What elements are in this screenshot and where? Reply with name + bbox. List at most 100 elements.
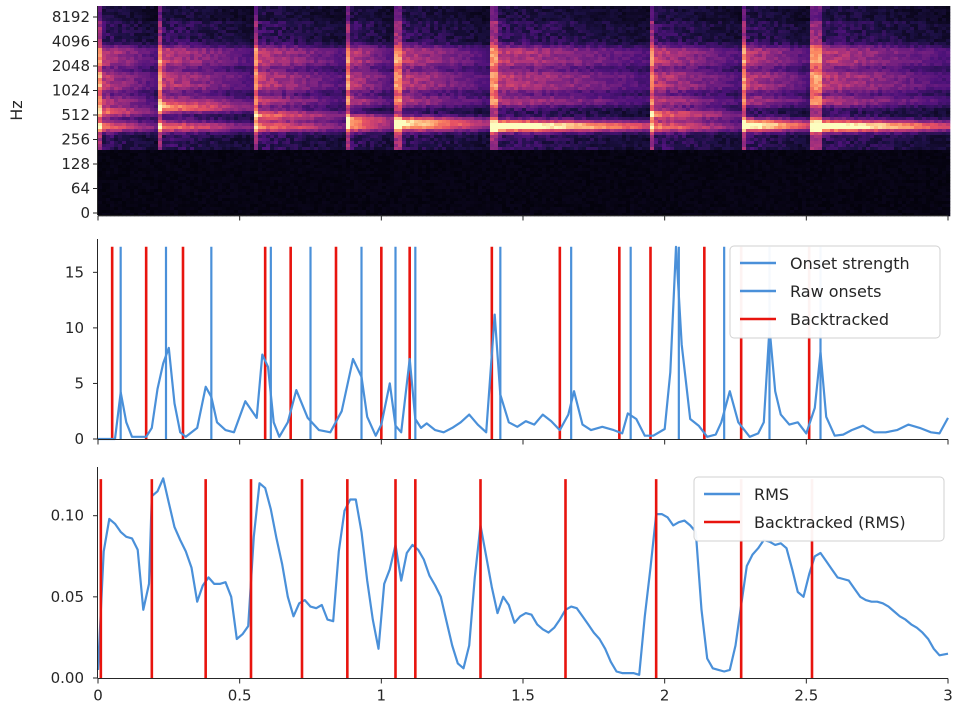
spectrogram-cell bbox=[178, 78, 183, 82]
spectrogram-cell bbox=[298, 174, 303, 178]
spectrogram-cell bbox=[270, 105, 275, 109]
spectrogram-cell bbox=[190, 66, 195, 70]
spectrogram-cell bbox=[274, 69, 279, 73]
spectrogram-cell bbox=[250, 186, 255, 190]
spectrogram-cell bbox=[242, 99, 247, 103]
spectrogram-cell bbox=[282, 150, 287, 154]
spectrogram-cell bbox=[106, 9, 111, 13]
spectrogram-cell bbox=[326, 135, 331, 139]
spectrogram-cell bbox=[254, 93, 259, 97]
spectrogram-cell bbox=[306, 165, 311, 169]
spectrogram-cell bbox=[238, 123, 243, 127]
spectrogram-cell bbox=[250, 195, 255, 199]
spectrogram-cell bbox=[262, 39, 267, 43]
spectrogram-cell bbox=[278, 168, 283, 172]
spectrogram-cell bbox=[210, 192, 215, 196]
spectrogram-cell bbox=[146, 27, 151, 31]
spectrogram-cell bbox=[310, 132, 315, 136]
spectrogram-cell bbox=[330, 33, 335, 37]
spectrogram-cell bbox=[290, 144, 295, 148]
spectrogram-cell bbox=[334, 51, 339, 55]
spectrogram-cell bbox=[326, 63, 331, 67]
spectrogram-cell bbox=[226, 90, 231, 94]
spectrogram-cell bbox=[242, 18, 247, 22]
spectrogram-cell bbox=[170, 21, 175, 25]
spectrogram-cell bbox=[226, 84, 231, 88]
spectrogram-cell bbox=[294, 153, 299, 157]
spectrogram-cell bbox=[122, 60, 127, 64]
spectrogram-cell bbox=[354, 195, 359, 199]
spectrogram-cell bbox=[194, 153, 199, 157]
spectrogram-cell bbox=[106, 180, 111, 184]
spectrogram-cell bbox=[310, 135, 315, 139]
spectrogram-cell bbox=[374, 30, 379, 34]
spectrogram-cell bbox=[166, 75, 171, 79]
spectrogram-cell bbox=[314, 123, 319, 127]
spectrogram-cell bbox=[174, 42, 179, 46]
spectrogram-cell bbox=[330, 135, 335, 139]
spectrogram-cell bbox=[370, 192, 375, 196]
spectrogram-cell bbox=[174, 30, 179, 34]
spectrogram-cell bbox=[98, 108, 103, 112]
spectrogram-cell bbox=[266, 84, 271, 88]
spectrogram-cell bbox=[158, 123, 163, 127]
spectrogram-cell bbox=[342, 84, 347, 88]
spectrogram-cell bbox=[314, 153, 319, 157]
spectrogram-cell bbox=[354, 114, 359, 118]
spectrogram-cell bbox=[378, 138, 383, 142]
spectrogram-cell bbox=[126, 12, 131, 16]
spectrogram-cell bbox=[198, 147, 203, 151]
spectrogram-cell bbox=[194, 168, 199, 172]
spectrogram-cell bbox=[142, 54, 147, 58]
spectrogram-cell bbox=[202, 84, 207, 88]
spectrogram-cell bbox=[126, 72, 131, 76]
spectrogram-cell bbox=[294, 204, 299, 208]
spectrogram-cell bbox=[238, 162, 243, 166]
spectrogram-cell bbox=[126, 159, 131, 163]
spectrogram-cell bbox=[294, 120, 299, 124]
spectrogram-cell bbox=[238, 144, 243, 148]
spectrogram-cell bbox=[338, 57, 343, 61]
spectrogram-cell bbox=[302, 153, 307, 157]
spectrogram-cell bbox=[246, 144, 251, 148]
spectrogram-cell bbox=[122, 21, 127, 25]
spectrogram-cell bbox=[290, 195, 295, 199]
spectrogram-cell bbox=[282, 39, 287, 43]
spectrogram-cell bbox=[294, 183, 299, 187]
spectrogram-cell bbox=[190, 87, 195, 91]
spectrogram-cell bbox=[166, 51, 171, 55]
spectrogram-cell bbox=[214, 153, 219, 157]
spectrogram-cell bbox=[106, 60, 111, 64]
spectrogram-cell bbox=[198, 90, 203, 94]
spectrogram-cell bbox=[230, 195, 235, 199]
spectrogram-cell bbox=[246, 12, 251, 16]
spectrogram-cell bbox=[286, 150, 291, 154]
spectrogram-cell bbox=[334, 141, 339, 145]
spectrogram-cell bbox=[358, 39, 363, 43]
spectrogram-cell bbox=[330, 147, 335, 151]
spectrogram-cell bbox=[358, 195, 363, 199]
spectrogram-cell bbox=[218, 165, 223, 169]
spectrogram-cell bbox=[190, 111, 195, 115]
spectrogram-cell bbox=[338, 177, 343, 181]
spectrogram-cell bbox=[222, 81, 227, 85]
spectrogram-cell bbox=[150, 108, 155, 112]
spectrogram-cell bbox=[366, 66, 371, 70]
spectrogram-cell bbox=[186, 138, 191, 142]
spectrogram-cell bbox=[246, 33, 251, 37]
spectrogram-cell bbox=[290, 192, 295, 196]
spectrogram-cell bbox=[254, 210, 259, 214]
spectrogram-cell bbox=[214, 93, 219, 97]
spectrogram-cell bbox=[358, 189, 363, 193]
spectrogram-cell bbox=[150, 102, 155, 106]
spectrogram-cell bbox=[298, 57, 303, 61]
spectrogram-cell bbox=[378, 135, 383, 139]
spectrogram-cell bbox=[326, 198, 331, 202]
spectrogram-cell bbox=[150, 69, 155, 73]
spectrogram-cell bbox=[202, 207, 207, 211]
spectrogram-cell bbox=[378, 45, 383, 49]
spectrogram-cell bbox=[338, 156, 343, 160]
spectrogram-cell bbox=[286, 186, 291, 190]
spectrogram-cell bbox=[318, 120, 323, 124]
spectrogram-cell bbox=[222, 189, 227, 193]
